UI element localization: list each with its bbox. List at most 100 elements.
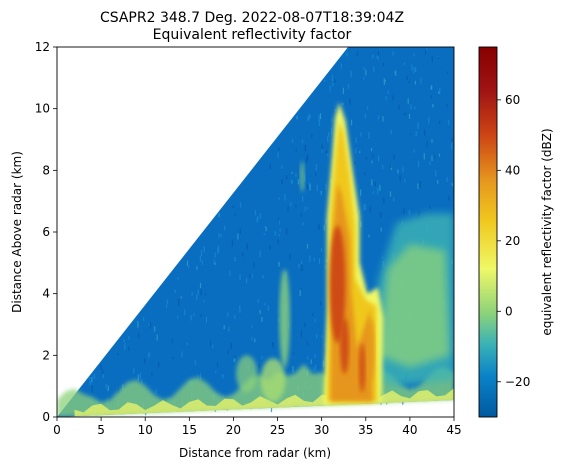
speckle <box>267 305 269 311</box>
speckle <box>278 197 280 200</box>
speckle <box>377 55 379 60</box>
speckle <box>322 360 325 367</box>
speckle <box>155 388 157 394</box>
speckle <box>431 56 433 62</box>
speckle <box>307 154 309 161</box>
speckle <box>105 384 107 389</box>
speckle <box>431 85 433 90</box>
speckle <box>166 299 169 305</box>
speckle <box>251 273 253 279</box>
speckle <box>259 309 261 315</box>
speckle <box>212 344 214 348</box>
speckle <box>203 300 205 303</box>
speckle <box>420 77 422 84</box>
speckle <box>201 260 203 265</box>
speckle <box>257 299 259 303</box>
speckle <box>327 153 329 157</box>
speckle <box>234 257 236 262</box>
speckle <box>389 191 392 197</box>
speckle <box>123 339 125 343</box>
speckle <box>254 209 257 216</box>
speckle <box>356 51 358 57</box>
speckle <box>393 154 395 160</box>
speckle <box>332 82 334 87</box>
speckle <box>363 67 365 70</box>
speckle <box>200 289 202 296</box>
speckle <box>425 49 427 55</box>
speckle <box>91 377 93 383</box>
speckle <box>287 205 289 212</box>
speckle <box>364 172 366 175</box>
speckle <box>205 317 208 323</box>
speckle <box>300 212 302 217</box>
speckle <box>300 330 302 337</box>
speckle <box>254 338 256 343</box>
colorbar-tick-label: 20 <box>505 234 520 248</box>
speckle <box>200 314 202 317</box>
y-tick-label: 8 <box>42 163 50 177</box>
speckle <box>203 246 205 253</box>
speckle <box>387 90 389 94</box>
speckle <box>351 119 353 126</box>
y-tick-label: 4 <box>42 287 50 301</box>
speckle <box>350 70 352 78</box>
speckle <box>324 79 326 82</box>
speckle <box>417 122 419 130</box>
speckle <box>233 358 235 363</box>
plot-area <box>57 47 454 417</box>
y-tick-label: 6 <box>42 225 50 239</box>
speckle <box>314 353 316 359</box>
speckle <box>301 264 303 272</box>
speckle <box>385 96 387 101</box>
speckle <box>289 253 291 260</box>
speckle <box>309 114 311 119</box>
speckle <box>451 183 453 186</box>
speckle <box>318 224 320 230</box>
speckle <box>446 71 448 74</box>
speckle <box>301 139 304 144</box>
weak-echo <box>300 161 305 192</box>
colorbar-tick-label: 60 <box>505 93 520 107</box>
speckle <box>214 252 216 258</box>
speckle <box>190 314 192 321</box>
speckle <box>360 132 362 137</box>
speckle <box>200 249 203 257</box>
speckle <box>304 322 306 328</box>
speckle <box>403 62 406 65</box>
speckle <box>377 187 379 195</box>
speckle <box>325 183 327 191</box>
speckle <box>246 243 248 250</box>
speckle <box>429 205 431 209</box>
speckle <box>178 298 180 306</box>
speckle <box>302 222 304 226</box>
speckle <box>193 312 195 317</box>
speckle <box>184 309 186 316</box>
speckle <box>181 351 183 358</box>
speckle <box>384 79 386 83</box>
speckle <box>102 374 104 379</box>
speckle <box>88 377 91 379</box>
speckle <box>137 333 140 339</box>
speckle <box>297 179 299 185</box>
speckle <box>359 150 361 154</box>
speckle <box>369 206 371 213</box>
speckle <box>230 343 232 349</box>
speckle <box>306 341 308 346</box>
speckle <box>315 173 317 176</box>
speckle <box>227 312 229 318</box>
speckle <box>292 351 294 355</box>
speckle <box>299 289 301 296</box>
speckle <box>399 175 401 182</box>
colorbar-tick-label: 0 <box>505 304 513 318</box>
y-tick-label: 10 <box>35 102 50 116</box>
speckle <box>439 87 441 94</box>
speckle <box>216 362 219 368</box>
speckle <box>199 282 202 288</box>
speckle <box>141 379 143 385</box>
speckle <box>437 57 439 60</box>
speckle <box>117 353 119 356</box>
speckle <box>296 115 298 120</box>
speckle <box>234 315 236 319</box>
speckle <box>318 115 320 122</box>
speckle <box>429 161 431 166</box>
